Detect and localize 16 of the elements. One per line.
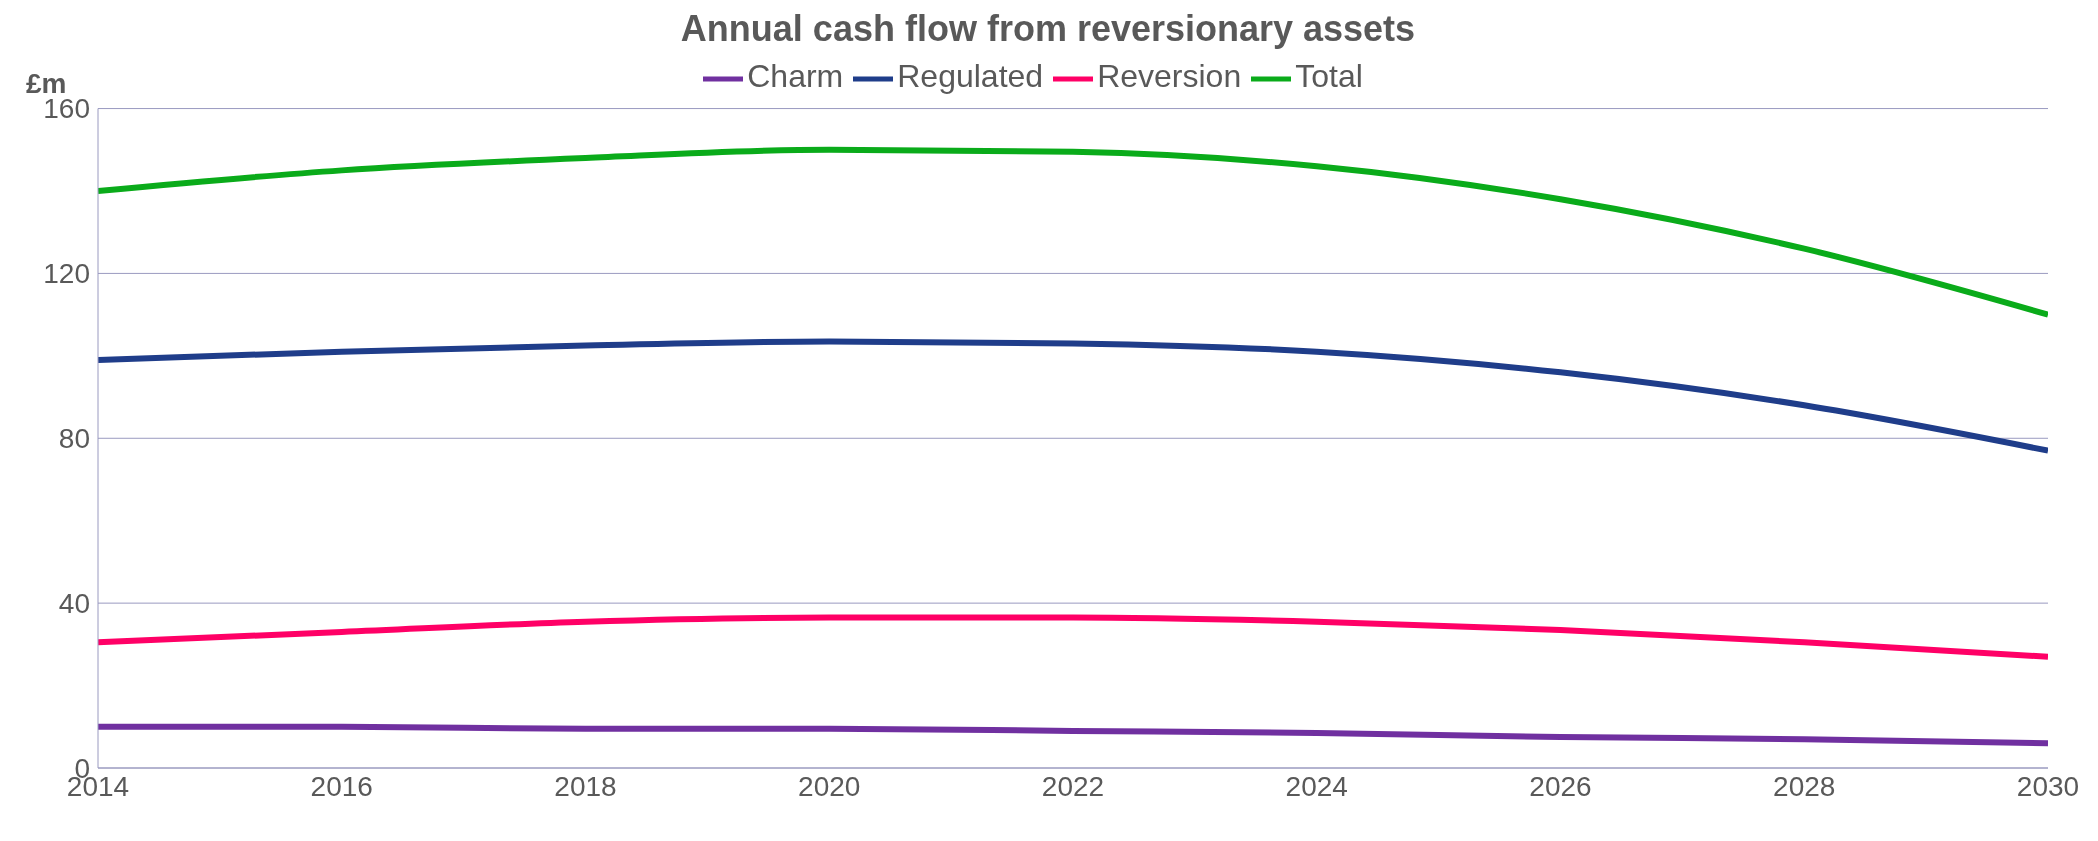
y-tick-label: 40 xyxy=(58,588,90,620)
legend-label: Total xyxy=(1295,58,1363,94)
x-tick-label: 2028 xyxy=(1773,770,1836,802)
x-tick-label: 2018 xyxy=(554,770,617,802)
x-tick-label: 2030 xyxy=(2016,770,2080,802)
x-tick-label: 2026 xyxy=(1529,770,1592,802)
legend-label: Reversion xyxy=(1097,58,1242,94)
legend-label: Charm xyxy=(747,58,844,94)
y-tick-label: 120 xyxy=(43,258,90,290)
x-tick-label: 2022 xyxy=(1041,770,1105,802)
y-tick-label: 80 xyxy=(58,423,90,455)
chart-title: Annual cash flow from reversionary assets xyxy=(679,8,1417,50)
legend-label: Regulated xyxy=(897,58,1044,94)
x-tick-label: 2024 xyxy=(1285,770,1348,802)
x-tick-label: 2016 xyxy=(310,770,373,802)
x-tick-label: 2020 xyxy=(798,770,861,802)
